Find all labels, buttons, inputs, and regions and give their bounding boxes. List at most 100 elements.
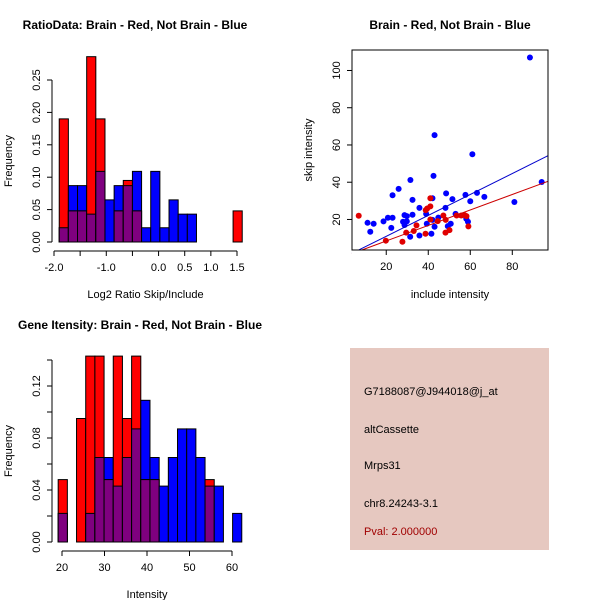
bar-not-brain xyxy=(150,170,161,243)
point-not-brain xyxy=(447,220,454,227)
y-tick-label: 0.08 xyxy=(31,427,43,448)
bar-overlap xyxy=(57,512,68,543)
x-tick-label: 60 xyxy=(226,562,238,574)
bar-overlap xyxy=(103,479,114,543)
point-not-brain xyxy=(389,214,396,221)
bar-not-brain xyxy=(213,485,224,543)
x-tick-label: -1.0 xyxy=(97,262,116,274)
fit-line-brain xyxy=(351,180,549,255)
probe-id: G7188087@J944018@j_at xyxy=(364,386,498,398)
point-not-brain xyxy=(469,151,476,158)
y-tick-label: 60 xyxy=(331,139,343,151)
bar-not-brain xyxy=(104,199,115,243)
y-tick-label: 0.00 xyxy=(31,231,43,252)
y-axis-label: skip intensity xyxy=(303,118,315,181)
chart-title: RatioData: Brain - Red, Not Brain - Blue xyxy=(23,18,248,32)
x-tick-label: 20 xyxy=(380,261,392,273)
point-not-brain xyxy=(409,196,416,203)
y-tick-label: 0.25 xyxy=(31,69,43,90)
bar-not-brain xyxy=(158,485,169,543)
x-axis-label: Log2 Ratio Skip/Include xyxy=(87,289,203,301)
point-not-brain xyxy=(511,198,518,205)
chart-title: Gene Itensity: Brain - Red, Not Brain - … xyxy=(18,318,262,332)
bar-not-brain xyxy=(168,199,179,243)
point-not-brain xyxy=(464,218,471,225)
x-tick-label: 40 xyxy=(422,261,434,273)
bar-not-brain xyxy=(141,227,152,243)
bar-not-brain xyxy=(232,512,243,543)
x-tick-label: 1.5 xyxy=(229,262,244,274)
bar-brain xyxy=(232,210,243,243)
point-not-brain xyxy=(370,220,377,227)
point-brain xyxy=(399,238,406,245)
bar-brain xyxy=(76,418,87,543)
bar-overlap xyxy=(122,185,133,243)
point-not-brain xyxy=(431,223,438,230)
x-tick-label: 60 xyxy=(464,261,476,273)
x-tick-label: 1.0 xyxy=(203,262,218,274)
plot-box xyxy=(351,49,549,251)
point-not-brain xyxy=(481,193,488,200)
bar-not-brain xyxy=(186,213,197,243)
point-not-brain xyxy=(364,219,371,226)
bar-overlap xyxy=(131,210,143,243)
point-not-brain xyxy=(409,211,416,218)
point-brain xyxy=(465,223,472,230)
x-tick-label: 0.5 xyxy=(177,262,192,274)
clip-mask xyxy=(352,250,548,255)
info-panel: G7188087@J944018@j_at altCassette Mrps31… xyxy=(350,348,549,550)
point-not-brain xyxy=(367,228,374,235)
bar-not-brain xyxy=(167,457,179,543)
bar-overlap xyxy=(85,512,96,543)
bar-overlap xyxy=(67,210,79,243)
bar-overlap xyxy=(112,485,123,543)
point-not-brain xyxy=(416,204,423,211)
bar-overlap xyxy=(149,479,160,543)
y-tick-label: 100 xyxy=(331,61,343,79)
y-tick-label: 20 xyxy=(331,213,343,225)
point-not-brain xyxy=(526,54,533,61)
x-tick-label: 30 xyxy=(98,562,110,574)
point-not-brain xyxy=(430,172,437,179)
y-axis-label: Frequency xyxy=(3,425,15,477)
point-not-brain xyxy=(403,213,410,220)
point-not-brain xyxy=(431,132,438,139)
x-tick-label: 0.0 xyxy=(151,262,166,274)
y-tick-label: 0.00 xyxy=(31,531,43,552)
point-not-brain xyxy=(388,224,395,231)
bar-overlap xyxy=(95,170,106,243)
point-not-brain xyxy=(449,196,456,203)
location: chr8.24243-3.1 xyxy=(364,498,438,510)
y-tick-label: 40 xyxy=(331,176,343,188)
point-not-brain xyxy=(380,218,387,225)
chart-title: Brain - Red, Not Brain - Blue xyxy=(369,18,531,32)
point-brain xyxy=(463,213,470,220)
bar-not-brain xyxy=(159,227,170,243)
bar-not-brain xyxy=(177,428,188,543)
y-tick-label: 0.05 xyxy=(31,199,43,220)
bar-overlap xyxy=(121,457,133,543)
x-axis-label: Intensity xyxy=(127,589,168,600)
point-not-brain xyxy=(443,190,450,197)
y-axis-label: Frequency xyxy=(3,135,15,187)
bar-overlap xyxy=(94,457,105,543)
point-not-brain xyxy=(428,230,435,237)
bar-overlap xyxy=(131,428,142,543)
bar-overlap xyxy=(86,213,97,243)
point-brain xyxy=(446,227,453,234)
x-tick-label: 80 xyxy=(506,261,518,273)
bar-overlap xyxy=(58,227,69,243)
point-brain xyxy=(427,195,434,202)
bar-not-brain xyxy=(195,457,206,543)
bar-overlap xyxy=(140,479,151,543)
point-not-brain xyxy=(389,192,396,199)
bar-not-brain xyxy=(177,213,188,243)
point-brain xyxy=(413,222,420,229)
point-not-brain xyxy=(395,185,402,192)
y-tick-label: 0.20 xyxy=(31,102,43,123)
bar-overlap xyxy=(77,210,88,243)
bar-overlap xyxy=(113,210,124,243)
point-brain xyxy=(427,216,434,223)
